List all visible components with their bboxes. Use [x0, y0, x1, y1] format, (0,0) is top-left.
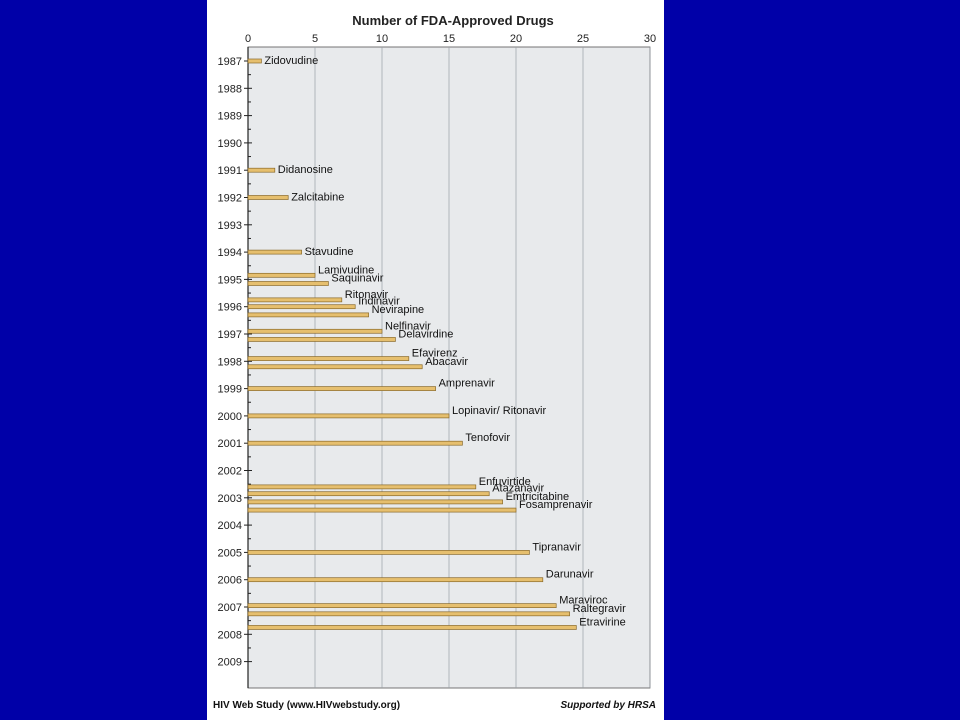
x-tick-label: 0	[245, 33, 251, 45]
bar	[247, 507, 517, 513]
bar-label: Atazanavir	[492, 483, 544, 495]
bar	[247, 337, 396, 342]
y-tick-label: 1991	[218, 165, 242, 177]
bar-label: Abacavir	[425, 356, 468, 368]
bar	[247, 603, 557, 608]
x-tick-label: 15	[443, 33, 455, 45]
x-tick-label: 20	[510, 33, 522, 45]
y-tick-label: 2003	[218, 493, 242, 505]
chart-title: Number of FDA-Approved Drugs	[352, 13, 554, 28]
y-tick-label: 2005	[218, 547, 242, 559]
y-tick-label: 2009	[218, 657, 242, 669]
bar-label: Tipranavir	[532, 541, 581, 553]
bar-label: Nevirapine	[372, 304, 425, 316]
bar	[247, 167, 276, 173]
bar	[247, 625, 577, 630]
bar-label: Darunavir	[546, 569, 594, 581]
y-tick-label: 2002	[218, 466, 242, 478]
bar	[247, 577, 544, 583]
y-axis: 1987 1988 1989 1990 1991 1992 1993 1994 1995 1996…	[218, 47, 252, 688]
bar-label: Nelfinavir	[385, 320, 431, 332]
bar-label: Emtricitabine	[506, 491, 570, 503]
y-tick-label: 1989	[218, 111, 242, 123]
y-tick-label: 1987	[218, 56, 242, 68]
bar	[247, 356, 410, 361]
y-tick-label: 1994	[218, 247, 242, 259]
bar-label: Enfuvirtide	[479, 476, 531, 488]
bar	[247, 386, 436, 391]
bar-label: Lopinavir/ Ritonavir	[452, 405, 546, 417]
y-tick-label: 2007	[218, 602, 242, 614]
bar-label: Fosamprenavir	[519, 499, 593, 511]
y-tick-label: 1990	[218, 138, 242, 150]
y-tick-label: 1993	[218, 220, 242, 232]
bar-label: Indinavir	[358, 296, 400, 308]
bar-label: Tenofovir	[465, 432, 510, 444]
bar	[247, 312, 369, 318]
bar-label: Maraviroc	[559, 595, 608, 607]
bar-label: Zidovudine	[264, 55, 318, 67]
bar-label: Amprenavir	[439, 378, 496, 390]
bar-label: Stavudine	[305, 246, 354, 258]
x-axis: 0 5 10 15 20 25 30	[245, 33, 656, 45]
bar-label: Delavirdine	[398, 328, 453, 340]
chart: Number of FDA-Approved Drugs 0 5 10 15 20 25 3…	[218, 13, 656, 689]
bar-label: Efavirenz	[412, 348, 458, 360]
bar	[247, 413, 450, 419]
y-tick-label: 1996	[218, 302, 242, 314]
bars: Zidovudine Didanosine Zalcitabine Stavudine…	[247, 55, 627, 630]
bar-label: Saquinavir	[331, 272, 383, 284]
y-tick-label: 2008	[218, 629, 242, 641]
y-tick-label: 1992	[218, 193, 242, 205]
bar-label: Zalcitabine	[291, 192, 344, 204]
bar-label: Didanosine	[278, 164, 333, 176]
y-tick-label: 2006	[218, 575, 242, 587]
bar	[247, 297, 343, 303]
footer-source: HIV Web Study (www.HIVwebstudy.org)	[213, 700, 401, 711]
y-tick-label: 1988	[218, 83, 242, 95]
bar	[247, 58, 262, 64]
bar	[247, 304, 356, 310]
bar	[247, 491, 490, 497]
bar-label: Raltegravir	[573, 603, 627, 615]
bar-label: Etravirine	[579, 616, 625, 628]
y-tick-label: 1999	[218, 384, 242, 396]
bar	[247, 328, 383, 334]
y-tick-label: 2000	[218, 411, 242, 423]
y-tick-label: 2004	[218, 520, 242, 532]
bar	[247, 364, 423, 370]
bar	[247, 281, 329, 286]
bar	[247, 440, 463, 446]
y-tick-label: 1997	[218, 329, 242, 341]
bar	[247, 272, 316, 278]
bar	[247, 499, 503, 505]
chart-panel: Number of FDA-Approved Drugs 0 5 10 15 20 25 3…	[207, 0, 664, 720]
y-tick-label: 1998	[218, 356, 242, 368]
x-tick-label: 25	[577, 33, 589, 45]
bar	[247, 249, 302, 255]
footer-sponsor: Supported by HRSA	[560, 700, 656, 711]
bar-label: Lamivudine	[318, 264, 374, 276]
x-tick-label: 5	[312, 33, 318, 45]
bar	[247, 195, 289, 200]
bar	[247, 611, 570, 617]
bar-label: Ritonavir	[345, 289, 389, 301]
y-tick-label: 2001	[218, 438, 242, 450]
bar	[247, 484, 477, 490]
y-tick-label: 1995	[218, 274, 242, 286]
x-tick-label: 30	[644, 33, 656, 45]
footer: HIV Web Study (www.HIVwebstudy.org) Supp…	[207, 692, 664, 720]
bar	[247, 550, 530, 555]
x-tick-label: 10	[376, 33, 388, 45]
